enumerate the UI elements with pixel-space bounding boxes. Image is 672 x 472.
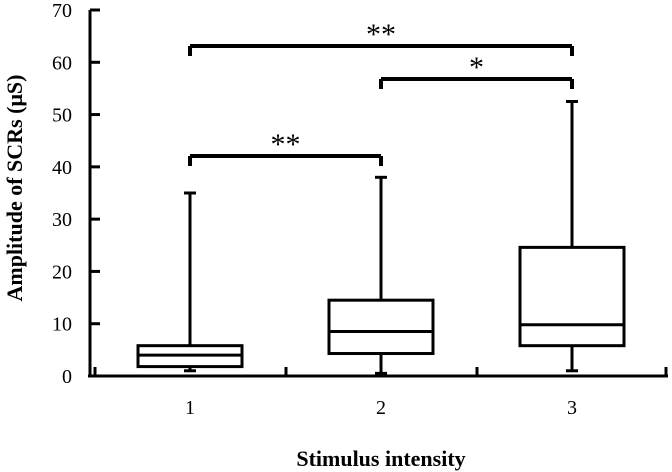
significance-label: * — [469, 51, 484, 84]
x-axis-title: Stimulus intensity — [296, 446, 465, 471]
x-ticks: 1 2 3 — [93, 367, 668, 419]
y-tick-label: 20 — [52, 261, 72, 283]
box-iqr — [327, 298, 435, 356]
y-axis-title: Amplitude of SCRs (μS) — [2, 75, 27, 302]
boxes — [136, 100, 626, 375]
y-tick-label: 0 — [62, 366, 72, 388]
x-tick-label: 3 — [567, 397, 577, 419]
y-tick-label: 40 — [52, 157, 72, 179]
y-tick-label: 60 — [52, 52, 72, 74]
y-tick-label: 50 — [52, 105, 72, 127]
y-tick-label: 70 — [52, 0, 72, 22]
y-tick-label: 10 — [52, 314, 72, 336]
significance-brackets: ***** — [188, 18, 574, 166]
y-ticks: 0 10 20 30 40 50 60 70 — [52, 0, 100, 388]
x-tick-label: 2 — [376, 397, 386, 419]
y-tick-label: 30 — [52, 209, 72, 231]
significance-label: ** — [271, 128, 301, 161]
box-iqr — [518, 245, 626, 348]
x-tick-label: 1 — [185, 397, 195, 419]
significance-label: ** — [366, 18, 396, 51]
